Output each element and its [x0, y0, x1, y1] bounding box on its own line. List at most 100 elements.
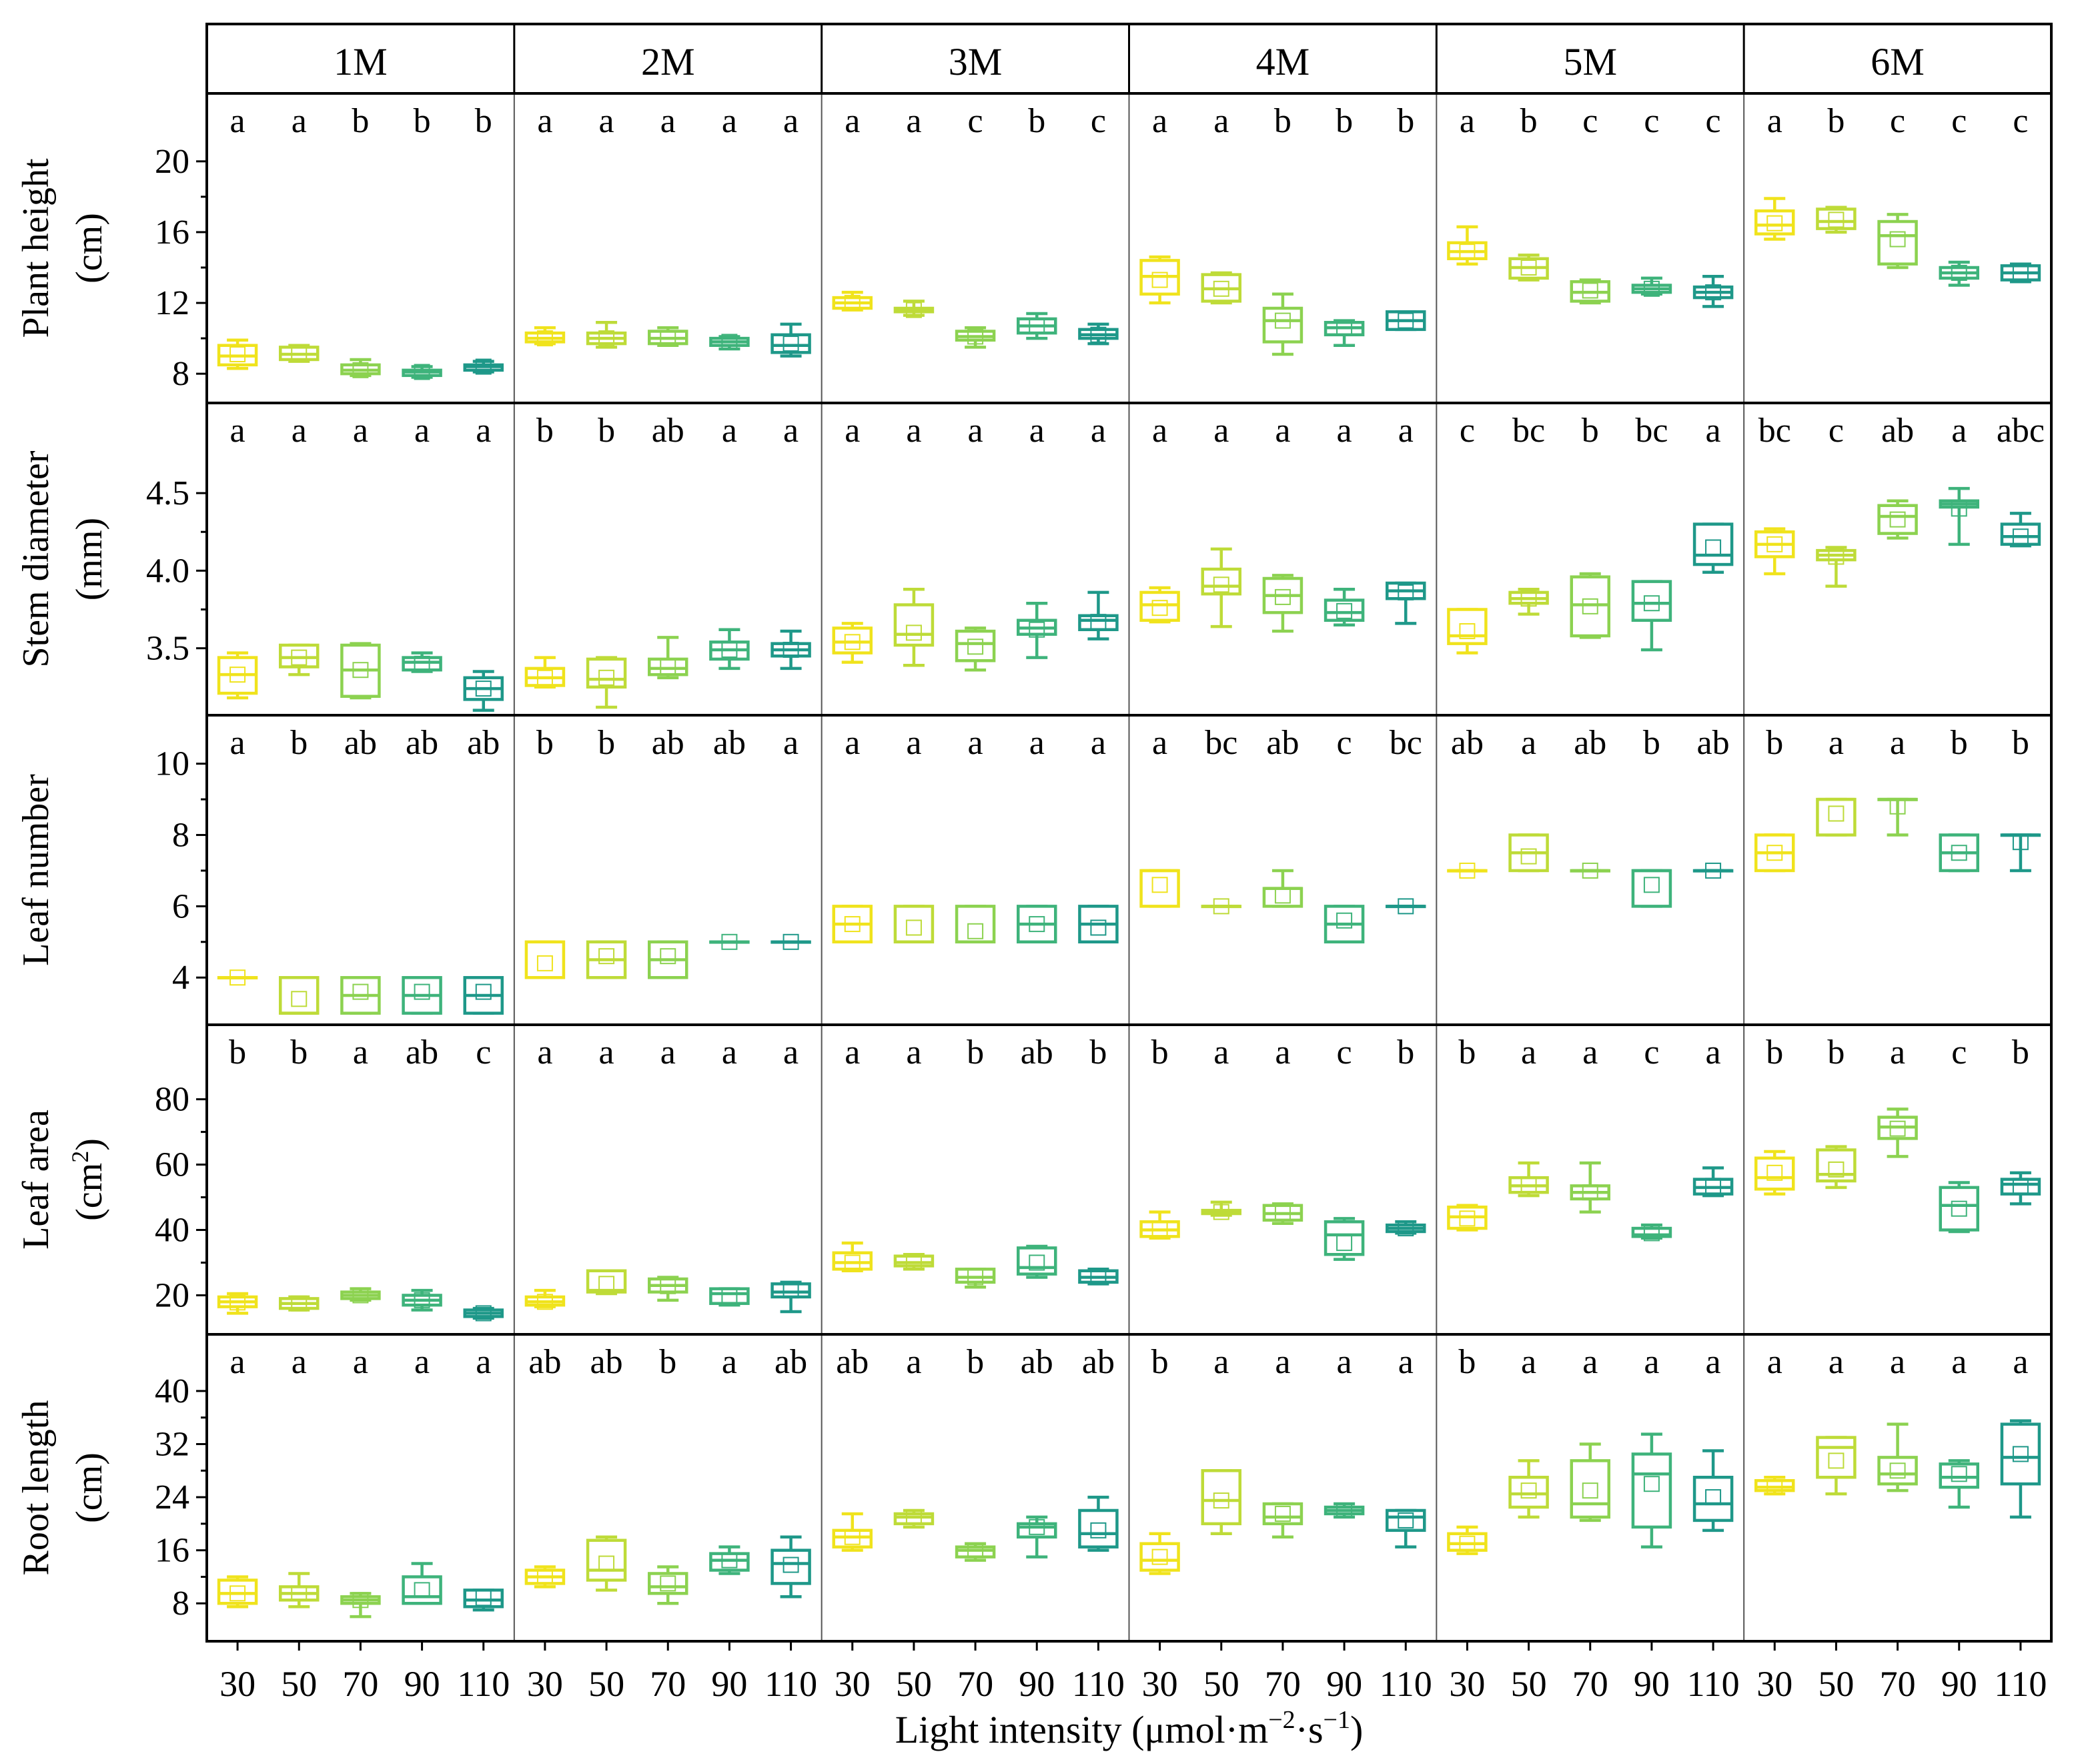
mean-marker	[1398, 1220, 1414, 1237]
y-tick-label: 20	[155, 1276, 189, 1314]
box-5M-30	[1447, 225, 1488, 266]
box-2M-90	[709, 628, 750, 671]
y-tick-label: 8	[172, 1585, 189, 1623]
significance-letter: a	[1152, 102, 1167, 140]
mean-marker	[1766, 1164, 1783, 1181]
significance-letter: b	[1827, 102, 1845, 140]
significance-letter: b	[1274, 102, 1291, 140]
box-5M-50	[1508, 588, 1549, 616]
significance-letter: c	[1706, 102, 1721, 140]
mean-marker	[905, 1254, 922, 1270]
mean-marker	[660, 330, 676, 347]
box-3M-110	[1078, 1495, 1119, 1552]
mean-marker	[352, 662, 369, 679]
significance-letter: a	[845, 412, 860, 450]
box-5M-30	[1447, 1525, 1488, 1555]
significance-letter: c	[1337, 1033, 1352, 1071]
mean-marker	[1828, 805, 1845, 822]
mean-marker	[475, 983, 492, 1000]
x-axis-label-part: Light intensity (μmol·m	[895, 1708, 1269, 1751]
y-axis-unit-end: )	[69, 1138, 110, 1151]
mean-marker	[1520, 1482, 1537, 1499]
box-3M-90	[1017, 1244, 1057, 1279]
significance-letter: a	[1829, 724, 1844, 762]
significance-letter: a	[1890, 724, 1905, 762]
mean-marker	[1766, 845, 1783, 861]
x-tick-label: 30	[527, 1664, 563, 1704]
mean-marker	[1889, 798, 1906, 815]
significance-letter: ab	[652, 724, 684, 762]
x-tick-label: 90	[1634, 1664, 1670, 1704]
box-4M-50	[1201, 898, 1241, 915]
mean-marker	[783, 641, 799, 658]
x-tick-label: 110	[1687, 1664, 1740, 1704]
mean-marker	[2012, 1446, 2029, 1462]
mean-marker	[536, 669, 553, 686]
significance-letter: b	[1643, 724, 1660, 762]
mean-marker	[783, 1557, 799, 1573]
mean-marker	[291, 346, 308, 362]
significance-letter: a	[1152, 412, 1167, 450]
box-1M-70	[340, 1287, 381, 1304]
y-tick-label: 24	[155, 1478, 189, 1516]
box-iqr	[1877, 504, 1918, 535]
mean-marker	[229, 1294, 246, 1311]
box-3M-90	[1017, 601, 1057, 659]
significance-letter: b	[1458, 1033, 1476, 1071]
significance-letter: a	[230, 412, 245, 450]
significance-letter: a	[1706, 1343, 1721, 1381]
mean-marker	[536, 330, 553, 347]
mean-marker	[1213, 576, 1229, 593]
significance-letter: a	[1521, 724, 1536, 762]
box-iqr	[2000, 1422, 2041, 1486]
x-tick-label: 70	[342, 1664, 378, 1704]
mean-marker	[844, 1254, 861, 1271]
box-1M-110	[463, 358, 504, 375]
mean-marker	[844, 916, 861, 933]
box-iqr	[1631, 1452, 1672, 1529]
significance-letter: c	[1951, 1033, 1967, 1071]
box-iqr	[217, 1579, 258, 1605]
significance-letter: ab	[652, 412, 684, 450]
mean-marker	[229, 969, 246, 986]
box-6M-70	[1877, 797, 1918, 837]
significance-letter: a	[1213, 412, 1229, 450]
x-tick-label: 50	[1818, 1664, 1854, 1704]
x-axis: 30 50 70 90 110 30 50 70 90 110 30 50 70 90 110 30 50 70 9…	[219, 1641, 2047, 1751]
significance-letter: a	[722, 1033, 737, 1071]
y-axis-unit-text: (cm	[69, 1163, 110, 1221]
box-4M-90	[1324, 1502, 1365, 1519]
significance-letter: a	[2013, 1343, 2028, 1381]
x-axis-label: Light intensity (μmol·m−2·s−1)	[895, 1706, 1364, 1751]
y-tick-label: 40	[155, 1212, 189, 1250]
mean-marker	[905, 624, 922, 641]
significance-letter: a	[1767, 1343, 1782, 1381]
significance-letter: a	[353, 1343, 368, 1381]
box-iqr	[770, 1282, 811, 1299]
mean-marker	[844, 1528, 861, 1545]
box-6M-110	[2000, 1171, 2041, 1206]
y-axis-unit-sup: 2	[67, 1151, 93, 1163]
y-axis-unit-text: (mm)	[69, 518, 110, 600]
box-4M-70	[1262, 574, 1304, 633]
box-iqr	[402, 1575, 442, 1605]
box-iqr	[1262, 887, 1304, 908]
mean-marker	[1398, 584, 1414, 600]
box-iqr	[770, 333, 811, 354]
significance-letter: c	[1582, 102, 1598, 140]
mean-marker	[1090, 614, 1107, 630]
panel-row-leaf_number: a b ab ab ab b b ab ab a a a a a a a bc ab c bc ab a ab b ab b a a b…	[15, 714, 2053, 1026]
box-2M-30	[524, 326, 566, 347]
mean-marker	[967, 328, 984, 345]
month-label: 3M	[949, 40, 1003, 83]
box-iqr	[1877, 219, 1918, 266]
box-2M-50	[586, 1535, 627, 1592]
x-tick-label: 110	[1380, 1664, 1432, 1704]
month-label: 5M	[1563, 40, 1617, 83]
mean-marker	[1029, 621, 1045, 638]
significance-letter: a	[599, 1033, 614, 1071]
significance-letter: ab	[1881, 412, 1914, 450]
mean-marker	[1643, 595, 1660, 612]
box-1M-70	[340, 358, 381, 378]
y-axis-unit: (cm2)	[67, 1138, 110, 1221]
